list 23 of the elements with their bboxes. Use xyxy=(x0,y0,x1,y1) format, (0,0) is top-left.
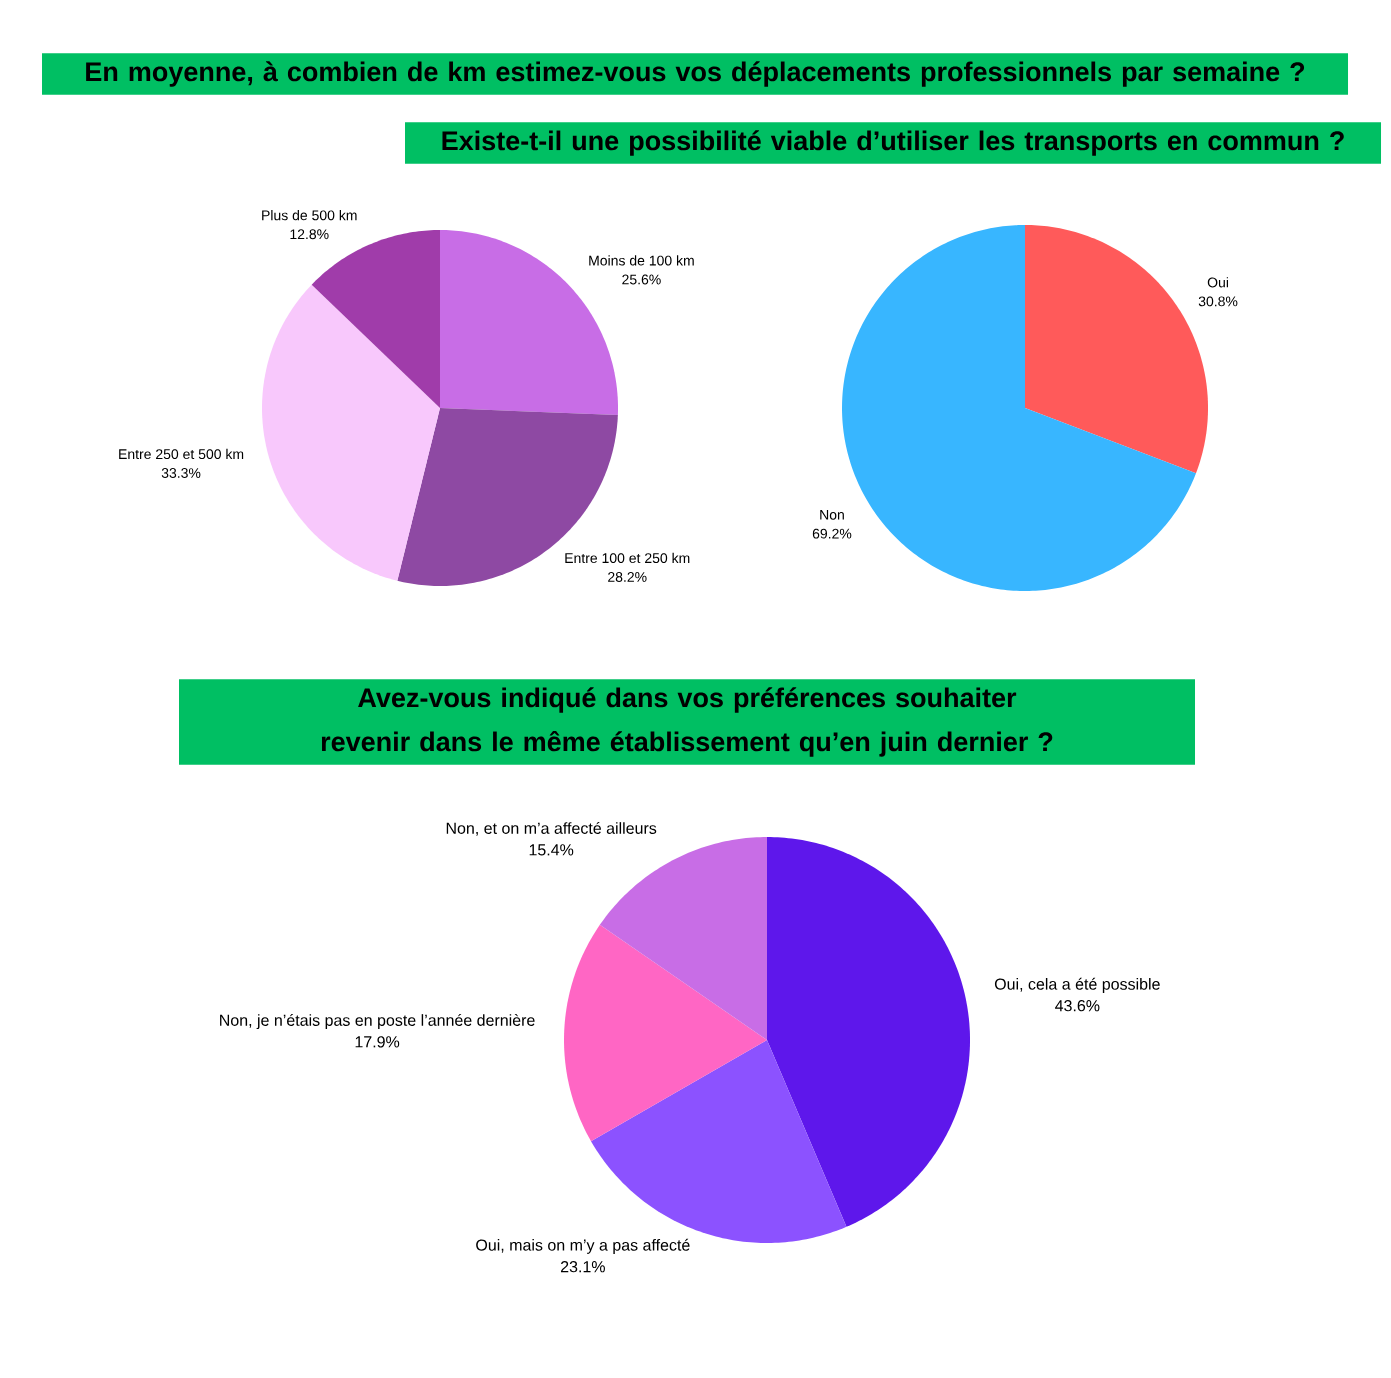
slice-label: Non xyxy=(820,509,844,520)
data-label: 30.8% xyxy=(1198,296,1238,307)
slice-label: Entre 250 et 500 km xyxy=(119,448,244,460)
slice-label: Oui, mais on m’y a pas affecté xyxy=(476,1238,690,1254)
data-label: 15.4% xyxy=(529,844,574,856)
slice-label: Entre 100 et 250 km xyxy=(565,552,690,564)
slice-label: Oui xyxy=(1207,277,1228,288)
slice-label: Moins de 100 km xyxy=(589,255,694,266)
data-label: 43.6% xyxy=(1055,1000,1100,1012)
chart-title: En moyenne, à combien de km estimez-vous vos déplacements professionnels par semaine ? xyxy=(86,61,1305,87)
data-label: 17.9% xyxy=(355,1036,400,1048)
chart-title: Avez-vous indiqué dans vos préférences souhaiter revenir dans le même établissement qu’en juin dernier ? xyxy=(321,687,1053,757)
data-label: 12.8% xyxy=(290,229,329,240)
slice-label: Non, et on m’a affecté ailleurs xyxy=(446,821,657,836)
slice-label: Oui, cela a été possible xyxy=(994,977,1160,993)
data-label: 23.1% xyxy=(560,1261,605,1273)
slice-label: Plus de 500 km xyxy=(262,210,357,221)
chart-title: Existe-t-il une possibilité viable d’utiliser les transports en commun ? xyxy=(442,130,1344,156)
data-label: 28.2% xyxy=(608,572,647,582)
data-label: 33.3% xyxy=(161,468,201,478)
data-label: 69.2% xyxy=(812,528,852,539)
slice-label: Non, je n’étais pas en poste l’année dernière xyxy=(220,1013,535,1030)
data-label: 25.6% xyxy=(622,274,661,285)
